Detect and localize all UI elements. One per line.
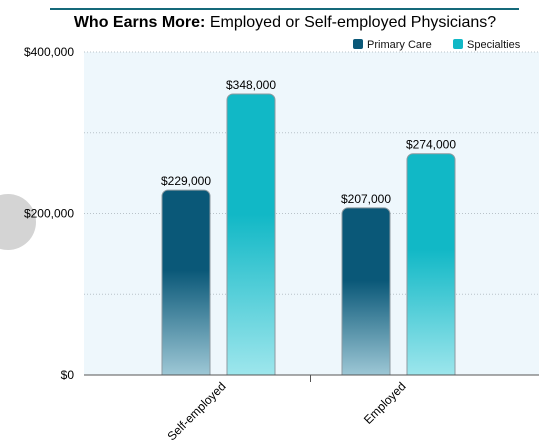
y-tick-label: $0 [61, 368, 75, 382]
bar-value-label: $348,000 [226, 78, 276, 92]
bar-specialties-employed [406, 153, 456, 382]
bars [161, 93, 456, 382]
chart-title-bold: Who Earns More: [74, 14, 206, 31]
x-category-label: Self-employed [164, 379, 228, 443]
chart-title: Who Earns More: Employed or Self-employe… [74, 14, 496, 31]
decorative-circle [0, 194, 36, 250]
x-axis-categories: Self-employed Employed [164, 379, 408, 443]
x-category-label: Employed [361, 379, 409, 427]
plot-area [84, 52, 539, 375]
gridlines [84, 51, 539, 295]
y-tick-label: $200,000 [24, 207, 74, 221]
legend-label: Primary Care [367, 39, 432, 51]
bar-value-labels: $229,000 $348,000 $207,000 $274,000 [161, 78, 456, 206]
chart-title-rest: Employed or Self-employed Physicians? [205, 14, 496, 31]
legend-swatch [453, 39, 463, 49]
y-axis-ticks: $0 $200,000 $400,000 [24, 45, 74, 382]
bar-primary-care-employed [341, 207, 391, 382]
bar-specialties-self-employed [226, 93, 276, 382]
bar-value-label: $229,000 [161, 174, 211, 188]
bar-primary-care-self-employed [161, 189, 211, 382]
x-axis [84, 374, 539, 386]
bar-value-label: $274,000 [406, 138, 456, 152]
legend-swatch [353, 39, 363, 49]
legend: Primary Care Specialties [353, 39, 521, 51]
bar-value-label: $207,000 [341, 192, 391, 206]
y-tick-label: $400,000 [24, 45, 74, 59]
baseline-mask [84, 375, 539, 386]
legend-label: Specialties [467, 39, 521, 51]
